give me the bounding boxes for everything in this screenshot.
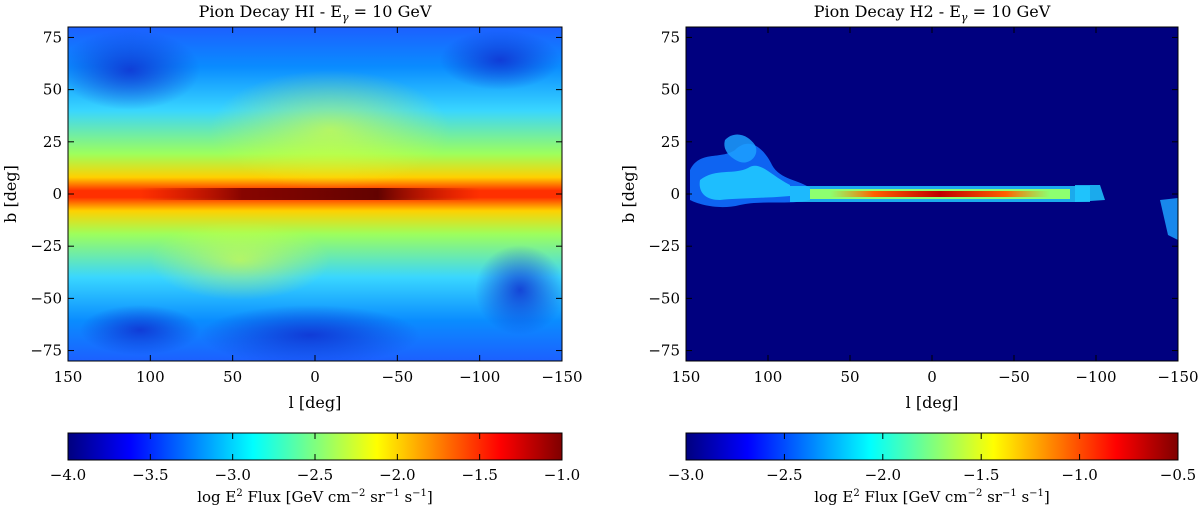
- panel-hi-ytick-label: −50: [30, 289, 62, 307]
- panel-h2-xtick-label: −150: [1157, 368, 1198, 386]
- panel-h2-ytick-label: 75: [661, 28, 680, 46]
- panel-hi-ytick-label: −25: [30, 237, 62, 255]
- panel-hi-cbtick-label: −2.5: [297, 466, 333, 484]
- panel-hi-blob: [210, 70, 450, 190]
- panel-h2-cloud: [724, 134, 757, 163]
- panel-h2-xtick-label: −50: [998, 368, 1030, 386]
- panel-h2-xtick-label: −100: [1075, 368, 1116, 386]
- panel-hi-cbtick-label: −1.0: [544, 466, 580, 484]
- panel-hi-map: [68, 27, 562, 361]
- panel-h2-ytick-label: −50: [648, 289, 680, 307]
- panel-h2: Pion Decay H2 - Eγ = 10 GeV 150 100 50 0 −50…: [619, 2, 1199, 506]
- panel-h2-colorbar-ticks: −3.0 −2.5 −2.0 −1.5 −1.0 −0.5: [668, 433, 1196, 484]
- panel-h2-xtick-label: 50: [840, 368, 859, 386]
- panel-h2-ytick-label: −75: [648, 342, 680, 360]
- panel-hi-xtick-label: 150: [54, 368, 83, 386]
- panel-hi-xtick-label: −100: [459, 368, 500, 386]
- panel-h2-title: Pion Decay H2 - Eγ = 10 GeV: [814, 2, 1051, 24]
- panel-h2-yticks: 75 50 25 0 −25 −50 −75: [648, 28, 1178, 360]
- panel-h2-colorbar: [685, 432, 1179, 461]
- panel-hi-xtick-label: −50: [382, 368, 414, 386]
- panel-hi-plane-core: [140, 188, 480, 200]
- panel-h2-cbtick-label: −3.0: [668, 466, 704, 484]
- panel-hi-ytick-label: 75: [43, 28, 62, 46]
- panel-h2-colorbar-label: log E2 Flux [GeV cm−2 sr−1 s−1]: [814, 488, 1050, 506]
- panel-hi-xlabel: l [deg]: [289, 393, 342, 412]
- panel-h2-cbtick-label: −0.5: [1160, 466, 1196, 484]
- panel-hi-xticks: 150 100 50 0 −50 −100 −150: [54, 27, 583, 386]
- panel-hi-title: Pion Decay HI - Eγ = 10 GeV: [199, 2, 432, 24]
- panel-h2-xtick-label: 100: [754, 368, 783, 386]
- panel-hi-ytick-label: 50: [43, 81, 62, 99]
- panel-h2-xlabel: l [deg]: [906, 393, 959, 412]
- panel-hi-blob: [475, 245, 562, 335]
- panel-hi-xtick-label: −150: [541, 368, 582, 386]
- panel-h2-cbtick-label: −1.0: [1061, 466, 1097, 484]
- panel-hi-cbtick-label: −1.5: [461, 466, 497, 484]
- panel-h2-ytick-label: −25: [648, 237, 680, 255]
- panel-h2-cbtick-label: −2.0: [865, 466, 901, 484]
- panel-h2-disk-core: [830, 191, 1050, 197]
- panel-hi-cbtick-label: −4.0: [50, 466, 86, 484]
- panel-h2-ytick-label: 0: [670, 185, 680, 203]
- panel-h2-cbtick-label: −1.5: [963, 466, 999, 484]
- panel-h2-ytick-label: 50: [661, 81, 680, 99]
- panel-hi-xtick-label: 100: [136, 368, 165, 386]
- panel-hi-ytick-label: 25: [43, 133, 62, 151]
- panel-h2-ylabel: b [deg]: [619, 165, 638, 223]
- panel-hi-cbtick-label: −2.0: [379, 466, 415, 484]
- panel-hi-xtick-label: 0: [310, 368, 320, 386]
- panel-hi-cbtick-label: −3.5: [132, 466, 168, 484]
- panel-h2-xtick-label: 150: [672, 368, 701, 386]
- panel-hi-ylabel: b [deg]: [1, 165, 20, 223]
- panel-hi-cbtick-label: −3.0: [214, 466, 250, 484]
- panel-hi-colorbar-ticks: −4.0 −3.5 −3.0 −2.5 −2.0 −1.5 −1.0: [50, 433, 580, 484]
- panel-h2-xtick-label: 0: [927, 368, 937, 386]
- panel-hi: Pion Decay HI - Eγ = 10 GeV 150 100 50 0 −50…: [1, 2, 583, 506]
- panel-hi-colorbar-label: log E2 Flux [GeV cm−2 sr−1 s−1]: [197, 488, 433, 506]
- panel-hi-blob: [150, 220, 330, 300]
- panel-hi-ytick-label: 0: [52, 185, 62, 203]
- panel-h2-cbtick-label: −2.5: [766, 466, 802, 484]
- panel-h2-xticks: 150 100 50 0 −50 −100 −150: [672, 27, 1199, 386]
- panel-h2-ytick-label: 25: [661, 133, 680, 151]
- panel-hi-blob: [440, 30, 560, 90]
- panel-hi-blob: [80, 305, 200, 355]
- panel-hi-ytick-label: −75: [30, 342, 62, 360]
- panel-hi-blob: [68, 30, 200, 110]
- panel-hi-blob: [200, 305, 420, 361]
- panel-h2-cloud: [1160, 198, 1178, 240]
- panel-hi-yticks: 75 50 25 0 −25 −50 −75: [30, 28, 562, 360]
- panel-h2-cloud: [699, 165, 790, 200]
- panel-h2-map: [686, 27, 1178, 361]
- panel-hi-xtick-label: 50: [223, 368, 242, 386]
